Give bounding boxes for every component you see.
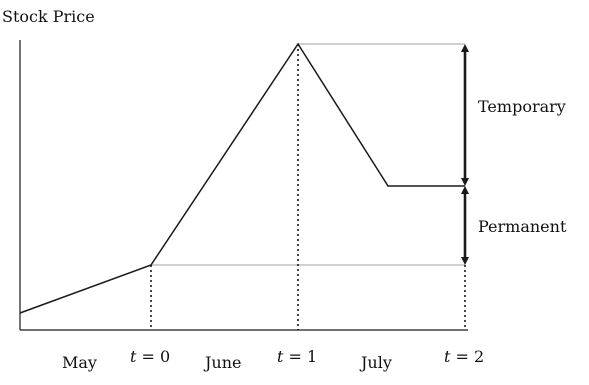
x-label-t1: t = 1: [277, 348, 317, 366]
x-label-june: June: [205, 353, 242, 372]
x-label-july: July: [361, 353, 392, 372]
temporary-label: Temporary: [478, 97, 566, 116]
t0-variable: t: [130, 347, 137, 366]
t2-value: = 2: [450, 347, 485, 366]
y-axis-title: Stock Price: [2, 7, 95, 26]
permanent-label: Permanent: [478, 217, 567, 236]
x-label-t0: t = 0: [130, 348, 170, 366]
t0-value: = 0: [136, 347, 171, 366]
x-label-t2: t = 2: [444, 348, 484, 366]
x-label-may: May: [62, 353, 97, 372]
t1-value: = 1: [283, 347, 318, 366]
t2-variable: t: [444, 347, 451, 366]
t1-variable: t: [277, 347, 284, 366]
stock-price-line: [19, 42, 465, 314]
